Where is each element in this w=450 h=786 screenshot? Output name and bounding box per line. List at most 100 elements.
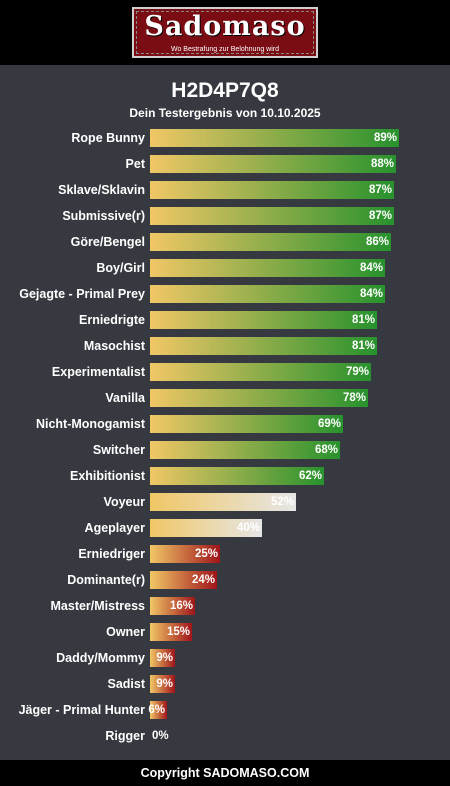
result-label: Master/Mistress	[50, 599, 146, 613]
result-value: 78%	[342, 392, 366, 404]
result-row: Dominante(r) 24%	[0, 568, 450, 594]
result-value: 62%	[298, 470, 322, 482]
result-value: 9%	[156, 678, 173, 690]
result-label: Dominante(r)	[67, 573, 145, 587]
result-label: Submissive(r)	[62, 209, 145, 223]
result-value: 52%	[270, 496, 294, 508]
result-value: 24%	[191, 574, 215, 586]
result-bar	[150, 493, 296, 511]
result-bar	[150, 467, 324, 485]
result-row: Erniedriger 25%	[0, 542, 450, 568]
result-value: 87%	[368, 210, 392, 222]
result-label: Ageplayer	[84, 521, 145, 535]
result-bar	[150, 259, 385, 277]
result-row: Erniedrigte 81%	[0, 308, 450, 334]
result-bar	[150, 363, 371, 381]
result-label: Erniedrigte	[79, 313, 145, 327]
result-row: Daddy/Mommy 9%	[0, 646, 450, 672]
result-subtitle: Dein Testergebnis von 10.10.2025	[129, 106, 321, 120]
result-row: Vanilla 78%	[0, 386, 450, 412]
result-row: Sadist 9%	[0, 672, 450, 698]
result-value: 6%	[148, 704, 165, 716]
result-value: 16%	[169, 600, 193, 612]
result-label: Owner	[106, 625, 145, 639]
result-panel	[0, 65, 450, 760]
result-label: Sadist	[107, 677, 145, 691]
result-bar	[150, 675, 175, 693]
result-bar	[150, 571, 217, 589]
result-row: Masochist 81%	[0, 334, 450, 360]
footer: Copyright SADOMASO.COM	[0, 760, 450, 786]
result-row: Exhibitionist 62%	[0, 464, 450, 490]
result-row: Experimentalist 79%	[0, 360, 450, 386]
result-value: 79%	[345, 366, 369, 378]
result-value: 81%	[351, 340, 375, 352]
result-bar-chart: Rope Bunny 89% Pet 88% Sklave/Sklavin 87% Subm…	[0, 126, 450, 750]
result-bar	[150, 649, 175, 667]
result-label: Daddy/Mommy	[56, 651, 145, 665]
footer-copyright: Copyright SADOMASO.COM	[140, 766, 310, 780]
result-row: Göre/Bengel 86%	[0, 230, 450, 256]
result-label: Exhibitionist	[70, 469, 145, 483]
result-label: Nicht-Monogamist	[35, 417, 145, 431]
logo[interactable]: Sadomaso Wo Bestrafung zur Belohnung wir…	[132, 7, 318, 58]
result-row: Master/Mistress 16%	[0, 594, 450, 620]
result-value: 87%	[368, 184, 392, 196]
result-row: Boy/Girl 84%	[0, 256, 450, 282]
result-row: Voyeur 52%	[0, 490, 450, 516]
result-value: 88%	[370, 158, 394, 170]
result-label: Jäger - Primal Hunter	[18, 703, 145, 717]
result-bar	[150, 337, 377, 355]
result-label: Boy/Girl	[96, 261, 145, 275]
result-label: Rigger	[105, 729, 145, 743]
result-row: Ageplayer 40%	[0, 516, 450, 542]
result-bar	[150, 311, 377, 329]
result-bar	[150, 623, 192, 641]
result-value: 0%	[152, 730, 169, 742]
result-bar	[150, 181, 394, 199]
result-label: Erniedriger	[78, 547, 145, 561]
result-value: 89%	[373, 132, 397, 144]
result-row: Nicht-Monogamist 69%	[0, 412, 450, 438]
result-row: Jäger - Primal Hunter 6%	[0, 698, 450, 724]
result-row: Rope Bunny 89%	[0, 126, 450, 152]
result-label: Masochist	[83, 339, 145, 353]
result-bar	[150, 597, 195, 615]
result-bar	[150, 389, 368, 407]
result-label: Voyeur	[103, 495, 145, 509]
result-bar	[150, 701, 167, 719]
result-label: Gejagte - Primal Prey	[19, 287, 145, 301]
result-bar	[150, 207, 394, 225]
result-label: Pet	[125, 157, 145, 171]
result-value: 81%	[351, 314, 375, 326]
result-value: 25%	[194, 548, 218, 560]
result-bar	[150, 155, 396, 173]
result-title: H2D4P7Q8	[171, 79, 279, 102]
result-bar	[150, 519, 262, 537]
header: Sadomaso Wo Bestrafung zur Belohnung wir…	[0, 0, 450, 65]
result-value: 84%	[359, 262, 383, 274]
result-row: Gejagte - Primal Prey 84%	[0, 282, 450, 308]
result-label: Vanilla	[105, 391, 145, 405]
result-bar	[150, 129, 399, 147]
result-value: 86%	[365, 236, 389, 248]
result-value: 69%	[317, 418, 341, 430]
result-bar	[150, 415, 343, 433]
result-row: Pet 88%	[0, 152, 450, 178]
result-row: Rigger 0%	[0, 724, 450, 750]
result-bar	[150, 233, 391, 251]
result-label: Switcher	[92, 443, 145, 457]
result-value: 15%	[166, 626, 190, 638]
result-value: 9%	[156, 652, 173, 664]
result-label: Göre/Bengel	[70, 235, 145, 249]
logo-title: Sadomaso	[144, 11, 306, 42]
result-label: Experimentalist	[51, 365, 145, 379]
result-value: 68%	[314, 444, 338, 456]
result-bar	[150, 441, 340, 459]
result-row: Sklave/Sklavin 87%	[0, 178, 450, 204]
result-row: Switcher 68%	[0, 438, 450, 464]
result-row: Owner 15%	[0, 620, 450, 646]
result-label: Sklave/Sklavin	[58, 183, 145, 197]
result-bar	[150, 545, 220, 563]
result-label: Rope Bunny	[71, 131, 145, 145]
